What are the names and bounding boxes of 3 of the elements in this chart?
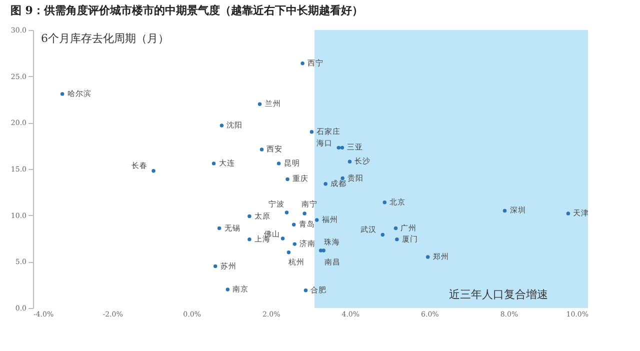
y-axis-title: 6个月库存去化周期（月）: [41, 32, 169, 45]
chart-title: 图 9：供需角度评价城市楼市的中期景气度（越靠近右下中长期越看好）: [10, 4, 363, 17]
x-axis-title: 近三年人口复合增速: [449, 288, 548, 301]
